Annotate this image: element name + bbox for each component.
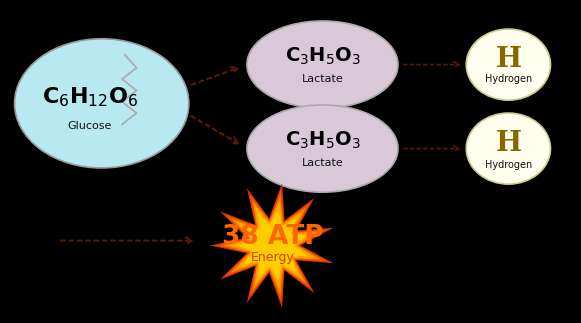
Text: Hydrogen: Hydrogen (485, 74, 532, 84)
Text: Energy: Energy (251, 251, 295, 264)
Text: 38 ATP: 38 ATP (223, 224, 324, 250)
Text: Lactate: Lactate (302, 74, 343, 84)
Text: C$_6$H$_{12}$O$_6$: C$_6$H$_{12}$O$_6$ (42, 85, 138, 109)
Text: H: H (496, 130, 521, 157)
Ellipse shape (466, 29, 550, 100)
Text: H: H (496, 46, 521, 73)
Text: C$_3$H$_5$O$_3$: C$_3$H$_5$O$_3$ (285, 130, 360, 151)
Ellipse shape (466, 113, 550, 184)
Text: Glucose: Glucose (68, 121, 112, 131)
Text: Hydrogen: Hydrogen (485, 160, 532, 170)
Polygon shape (238, 210, 307, 281)
Polygon shape (210, 183, 333, 308)
Ellipse shape (247, 105, 398, 192)
Polygon shape (217, 190, 327, 301)
Text: C$_3$H$_5$O$_3$: C$_3$H$_5$O$_3$ (285, 46, 360, 67)
Polygon shape (223, 196, 321, 295)
Ellipse shape (15, 39, 189, 168)
Polygon shape (229, 202, 315, 289)
Text: Lactate: Lactate (302, 158, 343, 168)
Ellipse shape (247, 21, 398, 108)
